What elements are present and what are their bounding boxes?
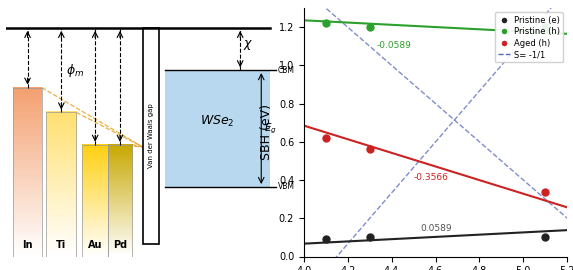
Text: Ti: Ti — [56, 240, 66, 250]
Y-axis label: SBH (eV): SBH (eV) — [260, 104, 273, 160]
Legend: Pristine (e), Pristine (h), Aged (h), S= -1/1: Pristine (e), Pristine (h), Aged (h), S=… — [494, 12, 563, 62]
Text: Van der Waals gap: Van der Waals gap — [148, 104, 154, 168]
Text: -0.0589: -0.0589 — [376, 41, 411, 50]
Point — [321, 136, 331, 140]
Point — [541, 189, 550, 194]
Bar — [108, 145, 132, 256]
Bar — [13, 87, 42, 256]
Text: VBM: VBM — [278, 183, 295, 191]
Point — [365, 25, 374, 29]
Point — [541, 25, 550, 29]
Text: 0.0589: 0.0589 — [420, 224, 452, 233]
Text: In: In — [22, 240, 33, 250]
Bar — [46, 112, 76, 256]
Bar — [83, 145, 108, 256]
Bar — [143, 28, 159, 244]
Text: Pd: Pd — [113, 240, 127, 250]
Text: $E_g$: $E_g$ — [264, 122, 277, 136]
Text: Au: Au — [88, 240, 103, 250]
Point — [321, 21, 331, 26]
Text: $\chi$: $\chi$ — [243, 38, 253, 52]
Text: -0.3566: -0.3566 — [414, 173, 449, 182]
Text: CBM: CBM — [278, 66, 295, 75]
Bar — [165, 70, 270, 187]
Point — [321, 237, 331, 241]
Text: $WSe_2$: $WSe_2$ — [201, 114, 235, 129]
Point — [365, 235, 374, 239]
Point — [541, 235, 550, 239]
Point — [365, 147, 374, 152]
Text: $\phi_m$: $\phi_m$ — [66, 62, 84, 79]
